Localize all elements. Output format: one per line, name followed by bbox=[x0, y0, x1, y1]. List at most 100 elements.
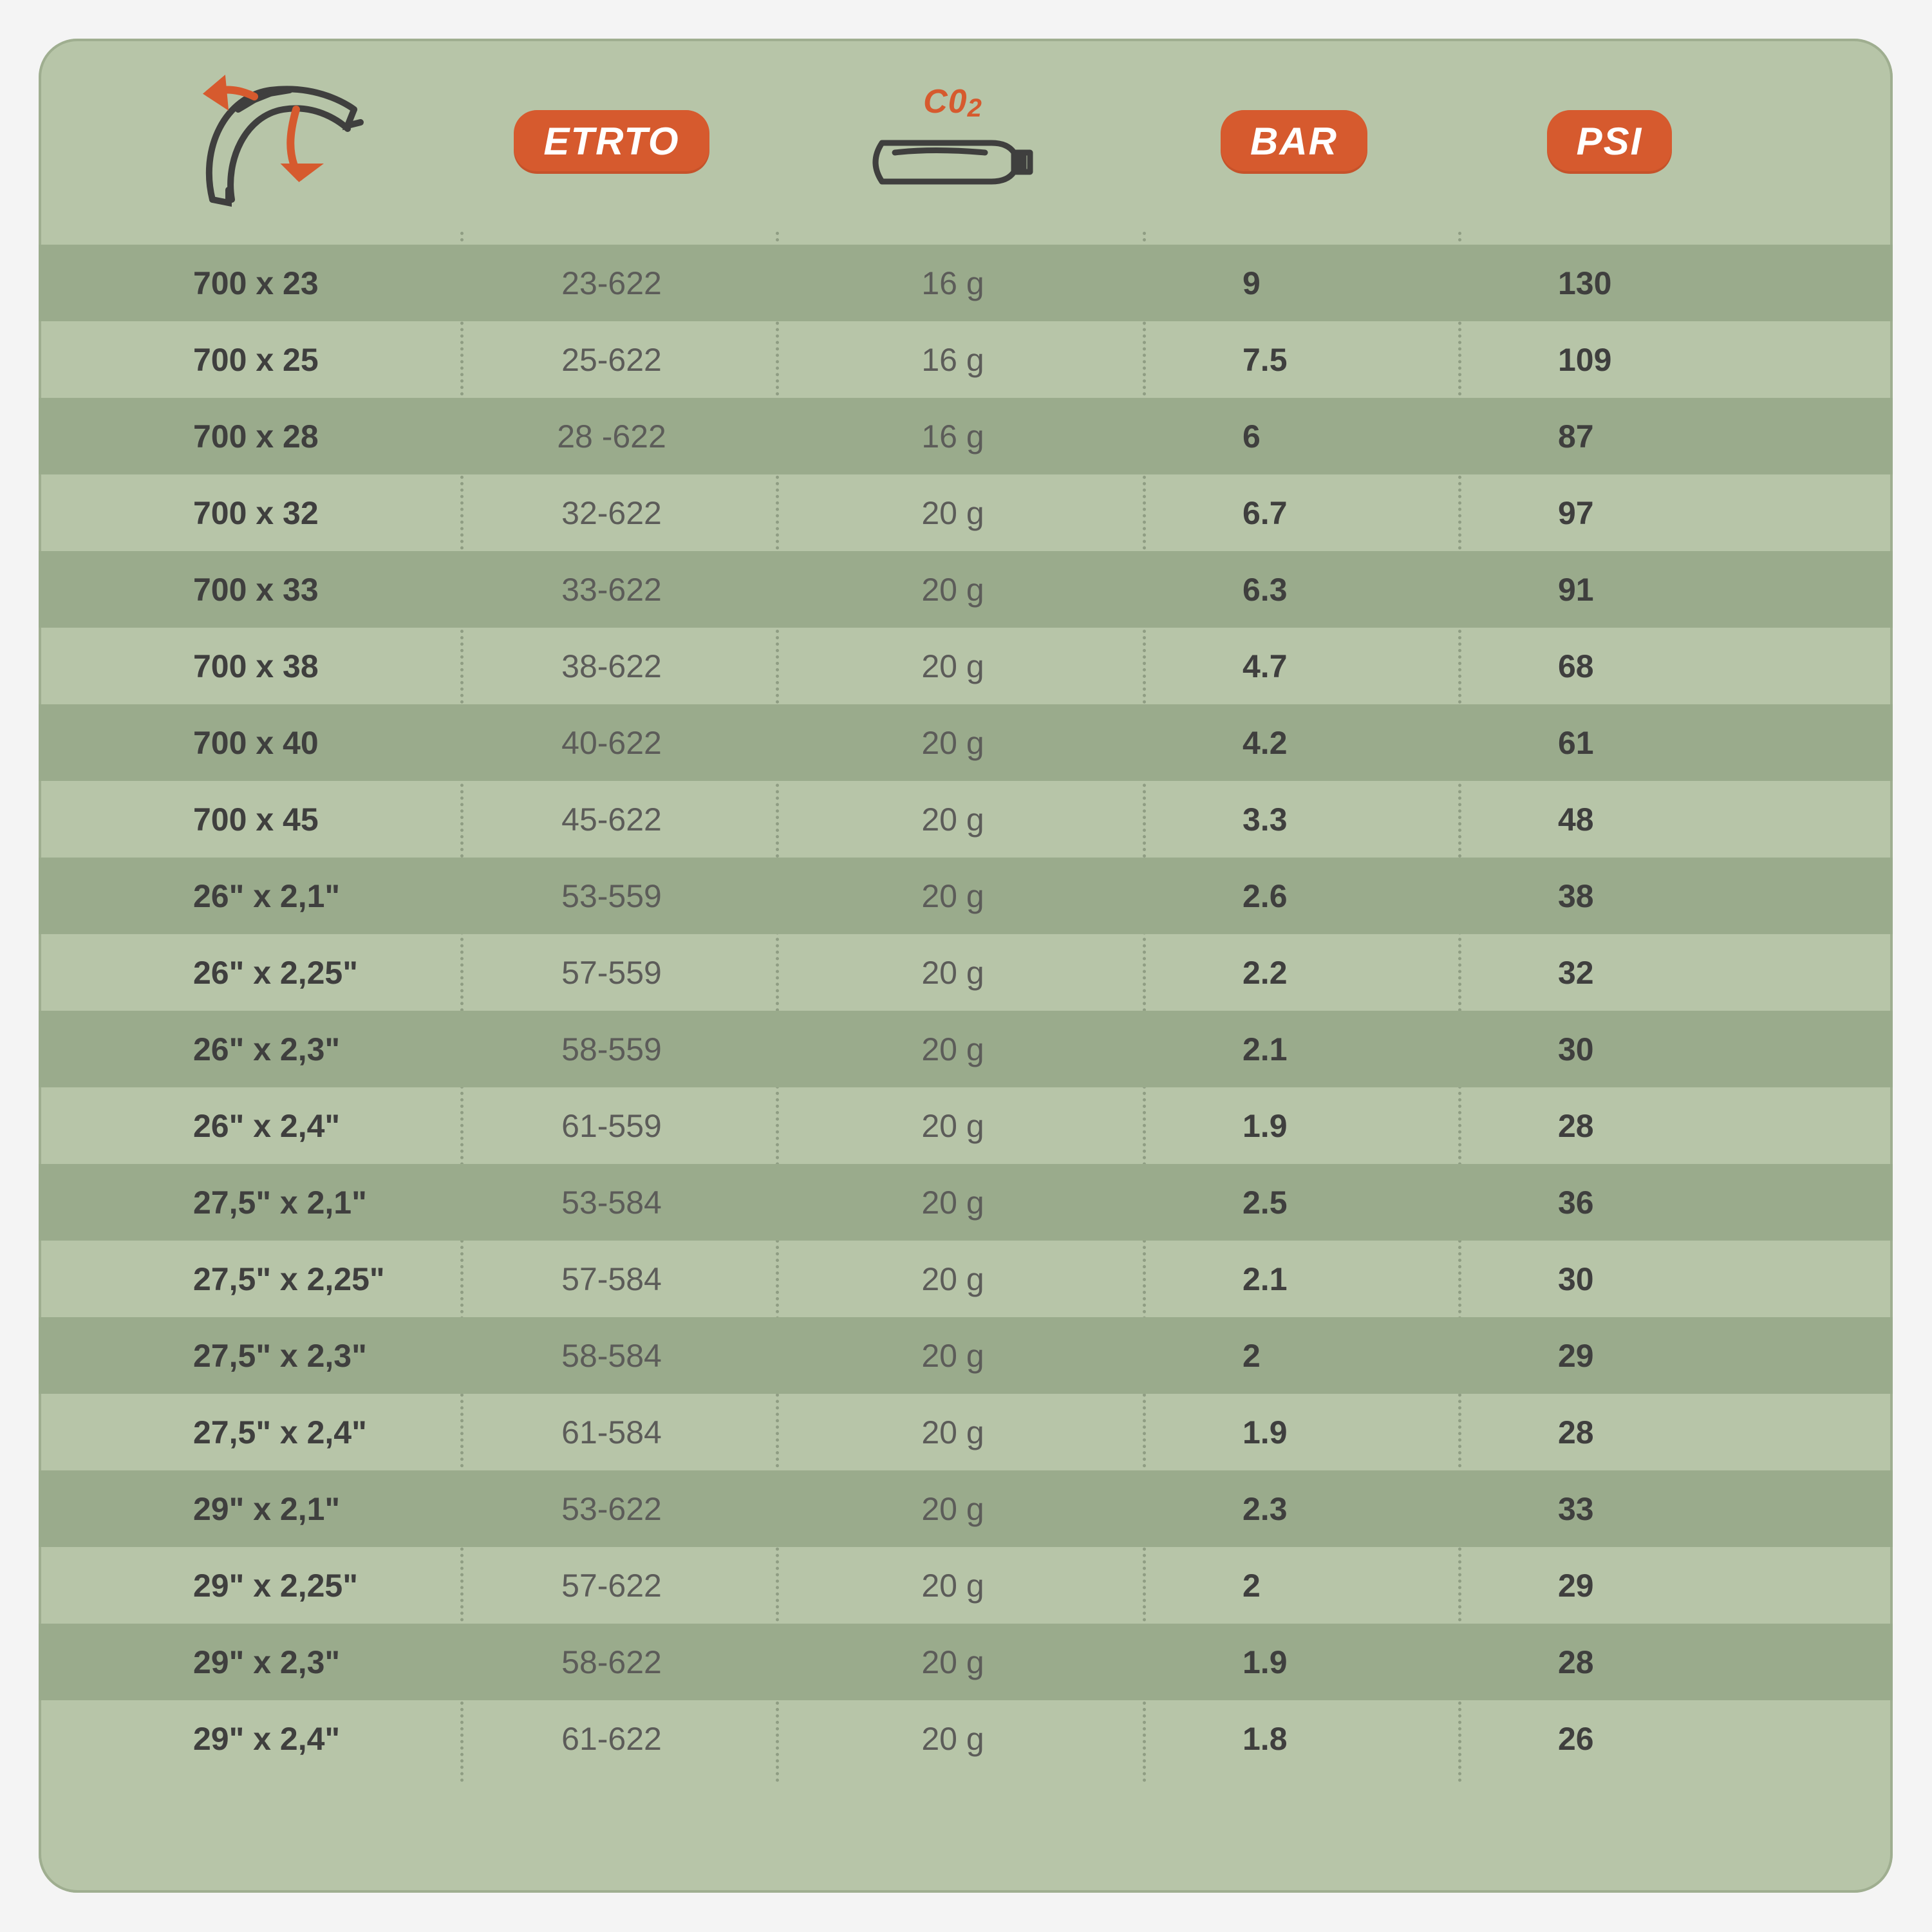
header-co2: C02 bbox=[792, 39, 1114, 245]
cell-tire-size: 27,5" x 2,4" bbox=[135, 1394, 502, 1470]
cell-co2: 20 g bbox=[792, 1700, 1114, 1777]
cell-bar: 1.8 bbox=[1159, 1700, 1513, 1777]
cell-co2: 20 g bbox=[792, 1087, 1114, 1164]
cell-bar: 2.1 bbox=[1159, 1241, 1513, 1317]
cell-co2: 20 g bbox=[792, 1241, 1114, 1317]
cell-psi: 38 bbox=[1474, 858, 1828, 934]
cell-tire-size: 700 x 23 bbox=[135, 245, 502, 321]
cell-bar: 2.6 bbox=[1159, 858, 1513, 934]
cell-co2: 16 g bbox=[792, 245, 1114, 321]
table-row: 700 x 2525-62216 g7.5109 bbox=[39, 321, 1893, 398]
cell-psi: 87 bbox=[1474, 398, 1828, 474]
table-row: 27,5" x 2,1"53-58420 g2.536 bbox=[39, 1164, 1893, 1241]
cell-psi: 109 bbox=[1474, 321, 1828, 398]
cell-co2: 20 g bbox=[792, 551, 1114, 628]
cell-co2: 20 g bbox=[792, 628, 1114, 704]
cell-bar: 4.2 bbox=[1159, 704, 1513, 781]
cell-etrto: 61-584 bbox=[476, 1394, 747, 1470]
cell-psi: 32 bbox=[1474, 934, 1828, 1011]
cell-bar: 6.3 bbox=[1159, 551, 1513, 628]
cell-tire-size: 700 x 45 bbox=[135, 781, 502, 858]
cell-co2: 20 g bbox=[792, 474, 1114, 551]
table-row: 26" x 2,3"58-55920 g2.130 bbox=[39, 1011, 1893, 1087]
cell-etrto: 58-622 bbox=[476, 1624, 747, 1700]
table-row: 700 x 4545-62220 g3.348 bbox=[39, 781, 1893, 858]
cell-etrto: 40-622 bbox=[476, 704, 747, 781]
cell-co2: 20 g bbox=[792, 781, 1114, 858]
cell-bar: 6 bbox=[1159, 398, 1513, 474]
cell-tire-size: 26" x 2,3" bbox=[135, 1011, 502, 1087]
cell-bar: 1.9 bbox=[1159, 1087, 1513, 1164]
cell-co2: 20 g bbox=[792, 1164, 1114, 1241]
cell-etrto: 57-584 bbox=[476, 1241, 747, 1317]
etrto-badge: ETRTO bbox=[514, 110, 709, 174]
table-row: 700 x 3232-62220 g6.797 bbox=[39, 474, 1893, 551]
cell-psi: 68 bbox=[1474, 628, 1828, 704]
cell-etrto: 61-622 bbox=[476, 1700, 747, 1777]
bar-badge: BAR bbox=[1221, 110, 1367, 174]
cell-etrto: 53-584 bbox=[476, 1164, 747, 1241]
cell-bar: 2 bbox=[1159, 1317, 1513, 1394]
cell-tire-size: 700 x 32 bbox=[135, 474, 502, 551]
table-row: 700 x 2828 -62216 g687 bbox=[39, 398, 1893, 474]
cell-etrto: 58-559 bbox=[476, 1011, 747, 1087]
cell-tire-size: 26" x 2,4" bbox=[135, 1087, 502, 1164]
cell-bar: 1.9 bbox=[1159, 1624, 1513, 1700]
table-row: 27,5" x 2,3"58-58420 g229 bbox=[39, 1317, 1893, 1394]
cell-tire-size: 700 x 28 bbox=[135, 398, 502, 474]
cell-psi: 91 bbox=[1474, 551, 1828, 628]
cell-etrto: 38-622 bbox=[476, 628, 747, 704]
table-row: 29" x 2,4"61-62220 g1.826 bbox=[39, 1700, 1893, 1777]
cell-psi: 36 bbox=[1474, 1164, 1828, 1241]
cell-etrto: 23-622 bbox=[476, 245, 747, 321]
cell-etrto: 57-622 bbox=[476, 1547, 747, 1624]
cell-etrto: 32-622 bbox=[476, 474, 747, 551]
cell-co2: 20 g bbox=[792, 704, 1114, 781]
cell-psi: 28 bbox=[1474, 1624, 1828, 1700]
cell-co2: 20 g bbox=[792, 934, 1114, 1011]
table-row: 27,5" x 2,4"61-58420 g1.928 bbox=[39, 1394, 1893, 1470]
cell-etrto: 61-559 bbox=[476, 1087, 747, 1164]
cell-psi: 29 bbox=[1474, 1547, 1828, 1624]
cell-psi: 30 bbox=[1474, 1011, 1828, 1087]
cell-tire-size: 29" x 2,1" bbox=[135, 1470, 502, 1547]
cell-bar: 3.3 bbox=[1159, 781, 1513, 858]
cell-etrto: 57-559 bbox=[476, 934, 747, 1011]
table-row: 26" x 2,4"61-55920 g1.928 bbox=[39, 1087, 1893, 1164]
cell-etrto: 45-622 bbox=[476, 781, 747, 858]
cell-co2: 16 g bbox=[792, 398, 1114, 474]
cell-co2: 20 g bbox=[792, 1011, 1114, 1087]
table-row: 26" x 2,25"57-559 20 g 2.232 bbox=[39, 934, 1893, 1011]
cell-psi: 30 bbox=[1474, 1241, 1828, 1317]
cell-co2: 20 g bbox=[792, 1470, 1114, 1547]
tire-icon bbox=[193, 71, 386, 212]
cell-co2: 16 g bbox=[792, 321, 1114, 398]
table-body: 700 x 2323-62216 g9130700 x 2525-62216 g… bbox=[39, 245, 1893, 1777]
cell-bar: 6.7 bbox=[1159, 474, 1513, 551]
table-row: 29" x 2,1"53-62220 g2.333 bbox=[39, 1470, 1893, 1547]
co2-cartridge-icon bbox=[856, 124, 1049, 201]
co2-caption: C02 bbox=[923, 82, 982, 121]
table-row: 29" x 2,3"58-62220 g1.928 bbox=[39, 1624, 1893, 1700]
cell-bar: 2.5 bbox=[1159, 1164, 1513, 1241]
table-row: 700 x 3838-62220 g4.768 bbox=[39, 628, 1893, 704]
header-tire-icon bbox=[135, 39, 444, 245]
cell-tire-size: 26" x 2,1" bbox=[135, 858, 502, 934]
cell-bar: 1.9 bbox=[1159, 1394, 1513, 1470]
cell-psi: 28 bbox=[1474, 1394, 1828, 1470]
cell-etrto: 25-622 bbox=[476, 321, 747, 398]
cell-psi: 130 bbox=[1474, 245, 1828, 321]
cell-bar: 2 bbox=[1159, 1547, 1513, 1624]
cell-psi: 61 bbox=[1474, 704, 1828, 781]
cell-etrto: 53-559 bbox=[476, 858, 747, 934]
table-row: 700 x 2323-622 16 g 9130 bbox=[39, 245, 1893, 321]
table-row: 700 x 4040-62220 g4.261 bbox=[39, 704, 1893, 781]
cell-bar: 2.2 bbox=[1159, 934, 1513, 1011]
cell-tire-size: 26" x 2,25" bbox=[135, 934, 502, 1011]
cell-tire-size: 27,5" x 2,25" bbox=[135, 1241, 502, 1317]
table-row: 26" x 2,1"53-559 20 g 2.638 bbox=[39, 858, 1893, 934]
cell-etrto: 33-622 bbox=[476, 551, 747, 628]
cell-co2: 20 g bbox=[792, 858, 1114, 934]
cell-tire-size: 29" x 2,3" bbox=[135, 1624, 502, 1700]
cell-bar: 9 bbox=[1159, 245, 1513, 321]
